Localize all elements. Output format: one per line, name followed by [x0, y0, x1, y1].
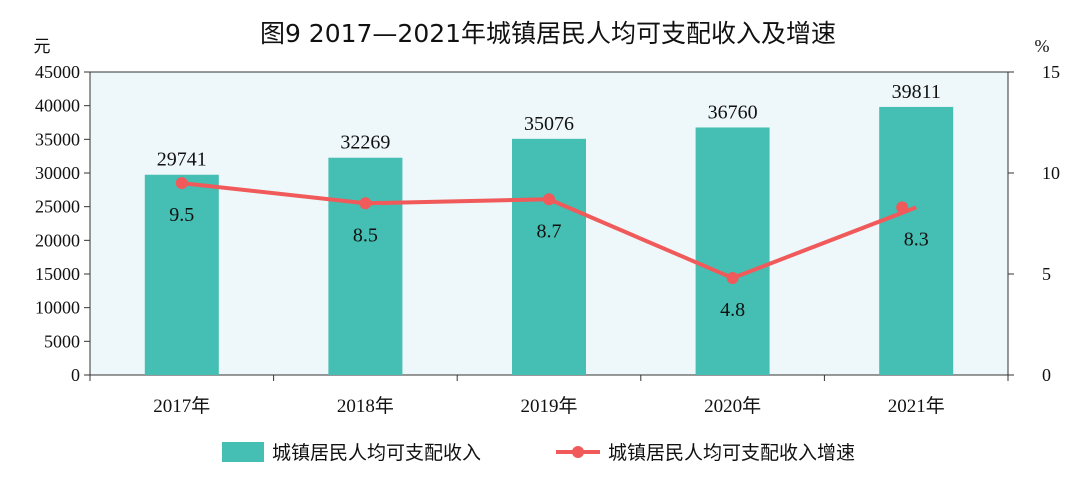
- right-axis-unit: %: [1035, 36, 1050, 56]
- income-bar-label: 36760: [708, 101, 758, 123]
- x-axis-tick-label: 2019年: [520, 395, 577, 417]
- legend-bar-swatch: [222, 442, 264, 462]
- x-axis: 2017年 2018年 2019年 2020年 2021年: [89, 375, 1009, 417]
- line-series: 9.5 8.5 8.7 4.8 8.3: [169, 177, 929, 321]
- income-bar: [512, 138, 586, 375]
- right-axis-tick-label: 15: [1042, 62, 1060, 82]
- growth-point: [175, 177, 188, 190]
- growth-point-label: 8.3: [904, 228, 929, 250]
- left-axis-tick-label: 30000: [35, 163, 80, 183]
- left-axis-tick-label: 10000: [35, 298, 80, 318]
- left-axis-unit: 元: [34, 37, 51, 57]
- income-bar: [328, 157, 403, 375]
- growth-point-label: 8.5: [353, 224, 378, 246]
- income-bar-label: 32269: [340, 132, 390, 154]
- left-axis-tick-label: 45000: [35, 62, 80, 82]
- bar-series: 29741 32269 35076 36760 39811: [144, 81, 954, 375]
- legend: 城镇居民人均可支配收入 城镇居民人均可支配收入增速: [222, 442, 855, 464]
- left-axis-tick-label: 20000: [35, 230, 80, 250]
- left-axis-tick-label: 35000: [35, 129, 80, 149]
- right-axis-tick-label: 0: [1042, 365, 1051, 385]
- growth-point: [726, 272, 739, 285]
- legend-line-label: 城镇居民人均可支配收入增速: [608, 442, 855, 464]
- left-axis-tick-label: 40000: [35, 96, 80, 116]
- x-axis-tick-label: 2018年: [337, 395, 394, 417]
- left-axis-tick-label: 5000: [44, 331, 80, 351]
- growth-point: [543, 193, 555, 206]
- right-axis: 0 5 10 15: [1008, 62, 1060, 385]
- income-bar: [695, 127, 770, 375]
- income-bar: [144, 174, 219, 375]
- growth-point-label: 4.8: [720, 299, 745, 321]
- x-axis-tick-label: 2020年: [704, 395, 761, 417]
- right-axis-tick-label: 10: [1042, 163, 1060, 183]
- growth-point-label: 9.5: [169, 204, 194, 226]
- legend-bar-label: 城镇居民人均可支配收入: [272, 442, 481, 464]
- left-axis-tick-label: 15000: [35, 264, 80, 284]
- income-bar-label: 35076: [524, 113, 574, 135]
- left-axis-tick-label: 25000: [35, 197, 80, 217]
- chart-title: 图9 2017—2021年城镇居民人均可支配收入及增速: [260, 19, 836, 48]
- x-axis-tick-label: 2021年: [888, 395, 945, 417]
- growth-point-label: 8.7: [537, 220, 562, 242]
- growth-point: [896, 201, 909, 214]
- right-axis-tick-label: 5: [1042, 264, 1051, 284]
- income-bar-label: 39811: [892, 81, 941, 103]
- legend-line-marker: [572, 446, 584, 458]
- income-bar-label: 29741: [157, 149, 207, 171]
- left-axis-tick-label: 0: [71, 365, 80, 385]
- left-axis: 0 5000 10000 15000 20000 25000 30000 35000 40000…: [35, 62, 90, 385]
- x-axis-tick-label: 2017年: [153, 395, 210, 417]
- income-bar: [879, 106, 954, 375]
- growth-point: [359, 197, 372, 210]
